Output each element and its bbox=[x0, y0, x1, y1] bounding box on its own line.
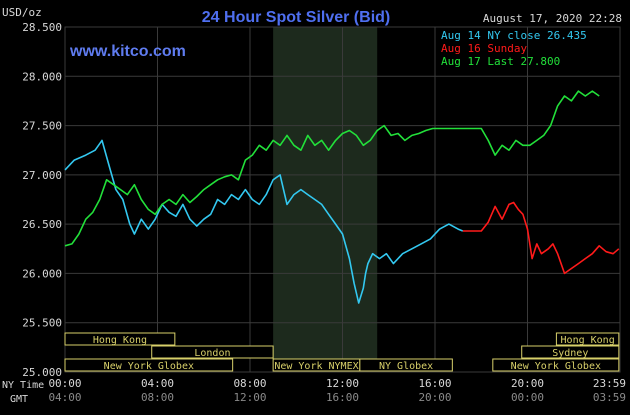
plot-frame bbox=[64, 26, 621, 373]
shade-layer bbox=[273, 27, 378, 372]
session-label: Hong Kong bbox=[93, 335, 147, 346]
x-tick-label-ny: 16:00 bbox=[418, 377, 451, 390]
x-tick-label-ny: 23:59 bbox=[593, 377, 626, 390]
session-bar bbox=[359, 358, 453, 372]
legend-aug16: Aug 16 Sunday bbox=[441, 42, 527, 55]
axis-layer: 28.500 28.000 27.500 27.000 26.500 26.000 25.5… bbox=[22, 21, 626, 404]
y-tick-label: 26.500 bbox=[22, 218, 62, 231]
x-tick-label-gmt: 04:00 bbox=[48, 391, 81, 404]
x-tick-label-gmt: 12:00 bbox=[233, 391, 266, 404]
legend-aug17: Aug 17 Last 27.800 bbox=[441, 55, 560, 68]
y-tick-label: 27.000 bbox=[22, 169, 62, 182]
session-label: New York NYMEX bbox=[274, 361, 358, 372]
x-tick-label-gmt: 03:59 bbox=[593, 391, 626, 404]
session-label: London bbox=[194, 348, 230, 359]
y-tick-label: 25.000 bbox=[22, 366, 62, 379]
gmt-label: GMT bbox=[10, 394, 28, 405]
session-label: Sydney bbox=[552, 348, 588, 359]
session-label: Hong Kong bbox=[561, 335, 615, 346]
grid-layer bbox=[64, 26, 621, 373]
legend-aug14: Aug 14 NY close 26.435 bbox=[441, 29, 587, 42]
chart-title: 24 Hour Spot Silver (Bid) bbox=[202, 9, 390, 26]
series-line-aug14 bbox=[64, 139, 464, 304]
session-bar bbox=[64, 332, 176, 346]
x-tick-label-ny: 00:00 bbox=[48, 377, 81, 390]
x-tick-label-gmt: 00:00 bbox=[511, 391, 544, 404]
x-tick-label-ny: 04:00 bbox=[141, 377, 174, 390]
y-tick-label: 28.000 bbox=[22, 70, 62, 83]
y-unit-label: USD/oz bbox=[2, 6, 42, 19]
x-tick-label-gmt: 08:00 bbox=[141, 391, 174, 404]
series-layer bbox=[64, 90, 620, 304]
session-bar bbox=[151, 345, 274, 359]
session-bar bbox=[492, 358, 620, 372]
series-line-aug17 bbox=[64, 90, 600, 247]
y-tick-label: 28.500 bbox=[22, 21, 62, 34]
x-tick-label-gmt: 20:00 bbox=[418, 391, 451, 404]
x-tick-label-ny: 08:00 bbox=[233, 377, 266, 390]
y-tick-label: 26.000 bbox=[22, 267, 62, 280]
x-tick-label-gmt: 16:00 bbox=[326, 391, 359, 404]
session-bar bbox=[64, 358, 234, 372]
session-label: NY Globex bbox=[379, 361, 433, 372]
session-bar bbox=[555, 332, 620, 346]
series-line-aug16 bbox=[462, 201, 620, 275]
session-label: New York Globex bbox=[104, 361, 194, 372]
y-tick-label: 25.500 bbox=[22, 317, 62, 330]
x-tick-label-ny: 20:00 bbox=[511, 377, 544, 390]
watermark: www.kitco.com bbox=[69, 43, 186, 60]
nymex-shade bbox=[273, 27, 378, 372]
session-label: New York Globex bbox=[511, 361, 601, 372]
chart-timestamp: August 17, 2020 22:28 bbox=[483, 12, 622, 25]
y-tick-label: 27.500 bbox=[22, 120, 62, 133]
ny-time-label: NY Time bbox=[2, 380, 44, 391]
x-tick-label-ny: 12:00 bbox=[326, 377, 359, 390]
session-bar bbox=[521, 345, 620, 359]
